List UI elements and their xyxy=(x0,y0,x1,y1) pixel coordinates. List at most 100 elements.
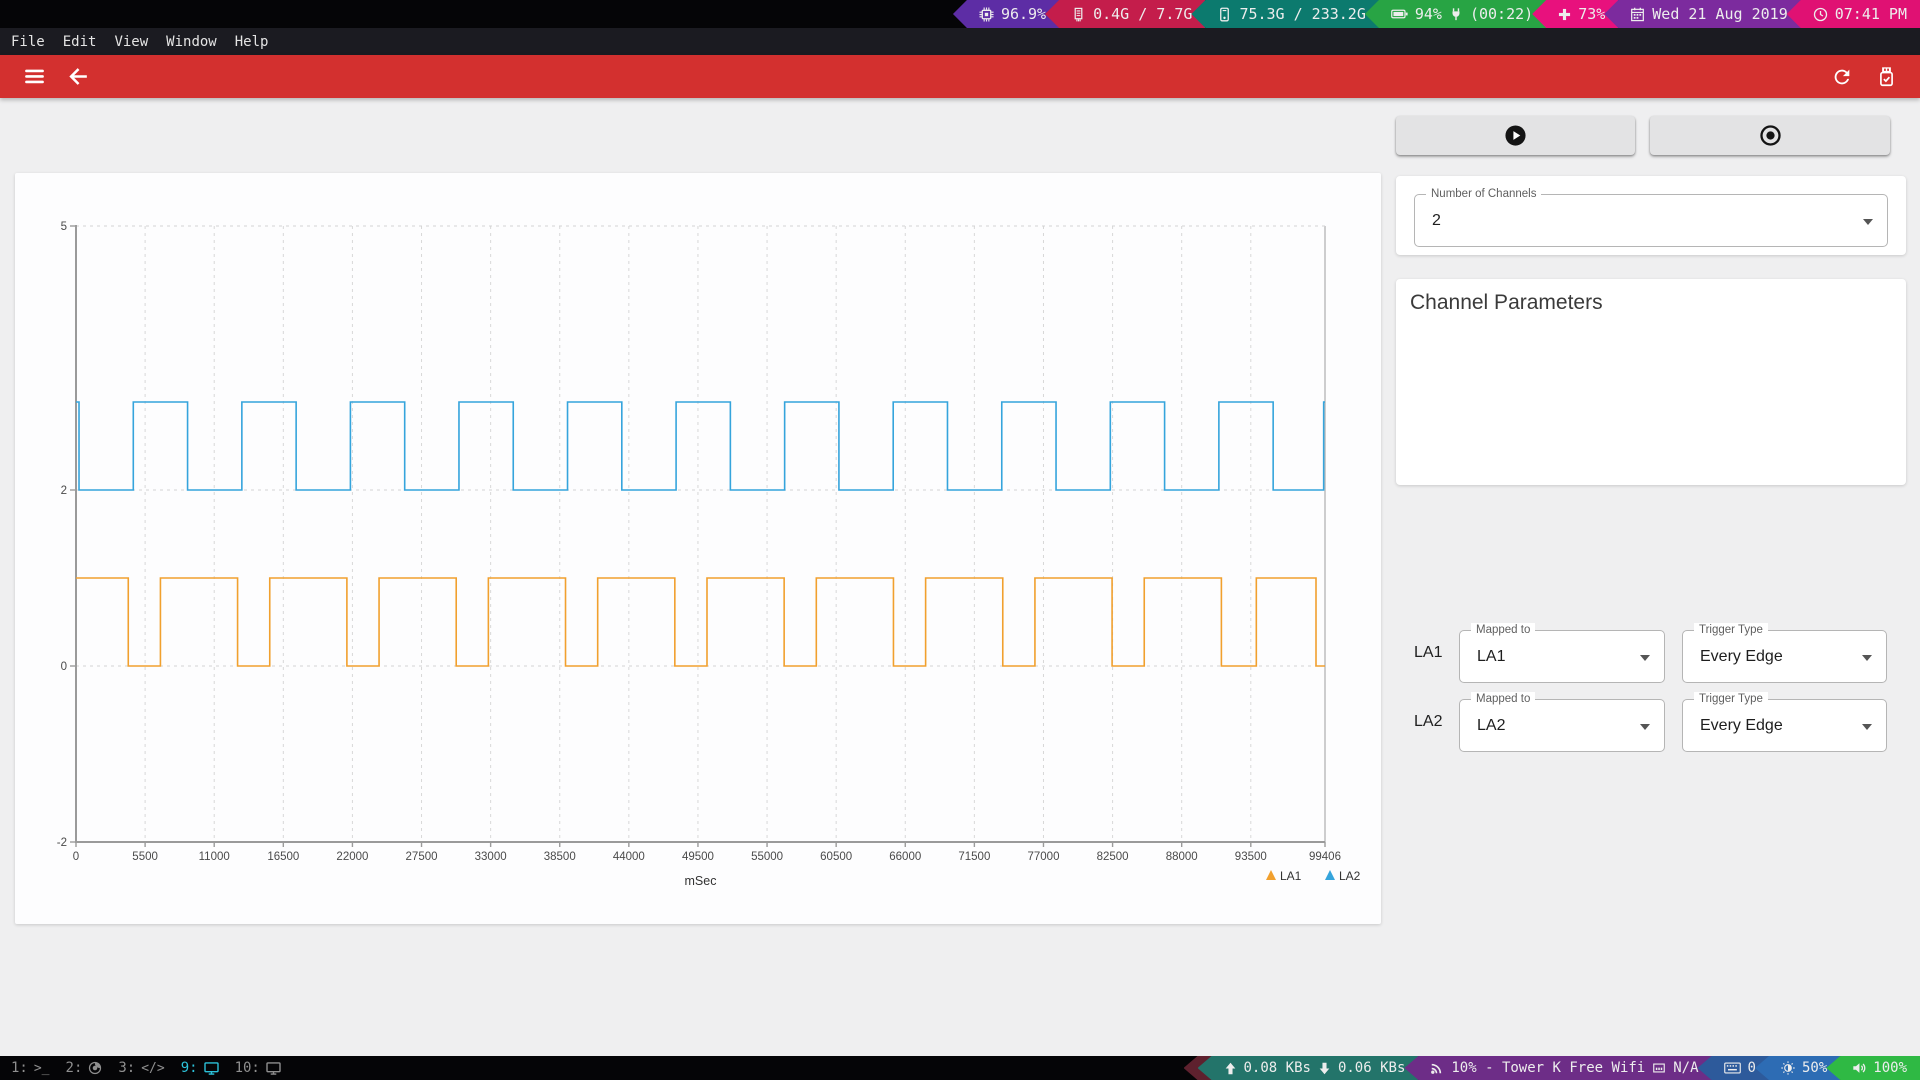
play-button[interactable] xyxy=(1396,116,1635,155)
mapped-to-value: LA2 xyxy=(1477,716,1506,734)
hamburger-menu-icon xyxy=(22,64,47,89)
refresh-button[interactable] xyxy=(1820,55,1864,98)
menu-item-view[interactable]: View xyxy=(114,33,149,50)
trigger-type-value: Every Edge xyxy=(1700,647,1783,665)
segment-volume: 100% xyxy=(1826,1056,1920,1080)
segment-wifi: 10% - Tower K Free Wifi N/A xyxy=(1404,1056,1712,1080)
segment-updates: 73% xyxy=(1532,0,1619,28)
y-tick-label: 2 xyxy=(61,485,67,497)
segment-text: 50% xyxy=(1801,1060,1828,1076)
x-tick-label: 22000 xyxy=(336,851,368,863)
system-status-bar: 96.9% 0.4G / 7.7G 75.3G / 233.2G 94% (00:22)… xyxy=(0,0,1920,28)
monitor-icon xyxy=(203,1061,219,1075)
app-toolbar xyxy=(0,55,1920,98)
calendar-icon xyxy=(1630,7,1645,22)
segment-battery: 94% (00:22) xyxy=(1364,0,1547,28)
workspace-9[interactable]: 9: xyxy=(176,1060,224,1076)
mapped-to-label: Mapped to xyxy=(1471,692,1536,706)
keyboard-icon xyxy=(1723,1062,1741,1074)
x-tick-label: 82500 xyxy=(1097,851,1129,863)
chevron-down-icon xyxy=(1862,654,1872,661)
x-tick-label: 60500 xyxy=(820,851,852,863)
mapped-to-select-la2[interactable]: Mapped to LA2 xyxy=(1459,692,1665,752)
number-of-channels-label: Number of Channels xyxy=(1426,187,1542,201)
upload-icon xyxy=(1224,1062,1237,1075)
chevron-down-icon xyxy=(1640,654,1650,661)
taskbar-segments: 0.08 KBs 0.06 KBs 10% - Tower K Free Wifi N… xyxy=(1183,1056,1920,1080)
workspace-label: 9: xyxy=(180,1060,198,1076)
device-connected-button[interactable] xyxy=(1864,55,1908,98)
segment-date: Wed 21 Aug 2019 xyxy=(1604,0,1801,28)
segment-network-rate: 0.08 KBs 0.06 KBs xyxy=(1197,1056,1419,1080)
mapped-to-select-la1[interactable]: Mapped to LA1 xyxy=(1459,623,1665,683)
plug-icon xyxy=(1449,7,1463,21)
menu-item-help[interactable]: Help xyxy=(234,33,269,50)
segment-text: 10% - Tower K Free Wifi xyxy=(1451,1060,1646,1076)
x-tick-label: 66000 xyxy=(889,851,921,863)
chevron-down-icon xyxy=(1862,723,1872,730)
record-icon xyxy=(1759,124,1782,147)
segment-text: 0.08 KBs xyxy=(1243,1060,1311,1076)
segment-text: 100% xyxy=(1873,1060,1907,1076)
chevron-down-icon xyxy=(1863,218,1873,225)
play-icon xyxy=(1504,124,1527,147)
workspace-2[interactable]: 2: xyxy=(61,1060,108,1076)
system-bar-segments: 96.9% 0.4G / 7.7G 75.3G / 233.2G 94% (00:22)… xyxy=(952,0,1920,28)
back-arrow-icon xyxy=(66,64,91,89)
logic-analyzer-plot[interactable]: 0 5500 11000 16500 22000 27500 33000 38500 44000… xyxy=(15,173,1381,924)
trigger-type-select-la2[interactable]: Trigger Type Every Edge xyxy=(1682,692,1887,752)
brightness-icon xyxy=(1781,1061,1795,1075)
usb-check-icon xyxy=(1876,66,1897,87)
legend-label-la2: LA2 xyxy=(1339,869,1361,883)
x-tick-label: 33000 xyxy=(475,851,507,863)
workspace-1[interactable]: 1: >_ xyxy=(6,1060,55,1076)
segment-text: N/A xyxy=(1673,1060,1699,1076)
segment-brightness: 50% xyxy=(1754,1056,1841,1080)
wifi-icon xyxy=(1430,1061,1444,1075)
x-tick-label: 93500 xyxy=(1235,851,1267,863)
segment-cpu-usage: 96.9% xyxy=(952,0,1060,28)
taskbar: 1: >_ 2: 3: </> 9: 10: 0.08 KBs 0.06 KBs 10% - T… xyxy=(0,1056,1920,1080)
firefox-icon xyxy=(88,1061,102,1075)
back-button[interactable] xyxy=(56,55,100,98)
x-tick-label: 88000 xyxy=(1166,851,1198,863)
y-tick-label: 0 xyxy=(61,661,67,673)
trigger-type-select-la1[interactable]: Trigger Type Every Edge xyxy=(1682,623,1887,683)
battery-icon xyxy=(1391,8,1408,20)
x-tick-label: 27500 xyxy=(406,851,438,863)
segment-text: 07:41 PM xyxy=(1834,4,1907,23)
workspace-list: 1: >_ 2: 3: </> 9: 10: xyxy=(0,1056,286,1080)
app-menu-bar: File Edit View Window Help xyxy=(0,28,1920,55)
number-of-channels-value: 2 xyxy=(1432,211,1441,229)
menu-item-edit[interactable]: Edit xyxy=(62,33,97,50)
menu-button[interactable] xyxy=(12,55,56,98)
refresh-icon xyxy=(1831,66,1853,88)
workspace-3[interactable]: 3: </> xyxy=(113,1060,169,1076)
memory-icon xyxy=(1071,7,1086,22)
trigger-type-label: Trigger Type xyxy=(1694,623,1768,637)
x-tick-label: 16500 xyxy=(267,851,299,863)
waveform-la1 xyxy=(76,577,1325,667)
x-tick-label: 71500 xyxy=(958,851,990,863)
legend-marker-la1 xyxy=(1266,870,1276,880)
ethernet-icon xyxy=(1652,1061,1666,1075)
plus-icon xyxy=(1558,8,1571,21)
workspace-10[interactable]: 10: xyxy=(230,1060,286,1076)
terminal-icon: >_ xyxy=(33,1060,50,1076)
segment-text: 0.06 KBs xyxy=(1337,1060,1406,1076)
menu-item-window[interactable]: Window xyxy=(166,33,217,50)
trigger-type-label: Trigger Type xyxy=(1694,692,1768,706)
x-tick-label: 55000 xyxy=(751,851,783,863)
x-tick-label: 11000 xyxy=(199,851,230,863)
y-tick-label: 5 xyxy=(61,221,67,233)
segment-disk-usage: 75.3G / 233.2G xyxy=(1191,0,1379,28)
channel-parameters-title: Channel Parameters xyxy=(1410,291,1603,314)
menu-item-file[interactable]: File xyxy=(11,33,45,50)
record-button[interactable] xyxy=(1650,116,1890,155)
number-of-channels-select[interactable]: Number of Channels 2 xyxy=(1414,187,1888,247)
x-tick-label: 0 xyxy=(73,851,79,863)
workspace-label: 3: xyxy=(118,1060,136,1076)
monitor-icon xyxy=(266,1061,281,1075)
channel-label-la1: LA1 xyxy=(1414,644,1443,661)
